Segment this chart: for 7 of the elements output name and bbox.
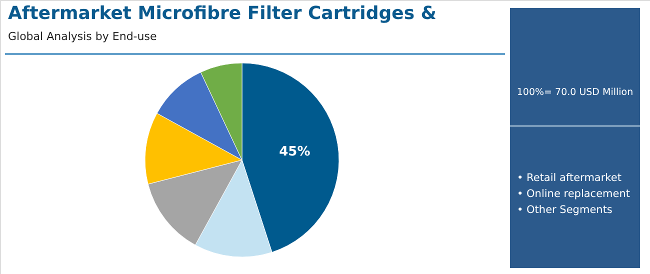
text: • Retail aftermarket	[517, 172, 622, 184]
text: 100%= 70.0 USD Million	[516, 87, 634, 98]
chart-title: Aftermarket Microfibre Filter Cartridges &	[8, 3, 437, 24]
data-label: 45%	[279, 144, 310, 160]
text: • Other Segments	[517, 204, 612, 216]
text: • Online replacement	[517, 188, 630, 200]
chart-subtitle: Global Analysis by End-use	[8, 30, 157, 43]
